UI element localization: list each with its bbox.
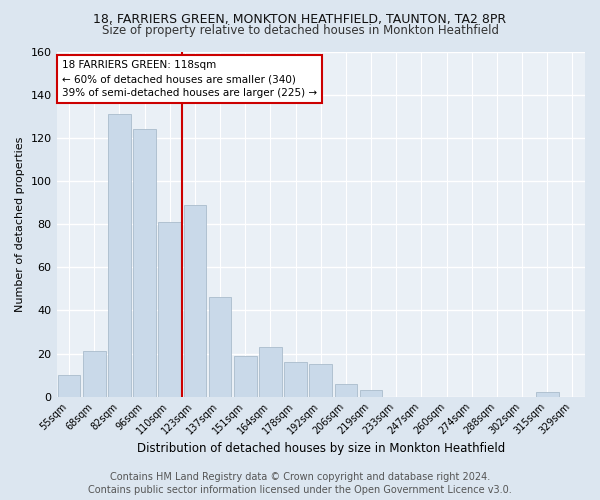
Bar [83,352,106,397]
Bar [310,364,332,396]
Bar [158,222,181,396]
Bar [284,362,307,396]
Text: Size of property relative to detached houses in Monkton Heathfield: Size of property relative to detached ho… [101,24,499,37]
Y-axis label: Number of detached properties: Number of detached properties [15,136,25,312]
Bar [108,114,131,397]
Bar [536,392,559,396]
Bar [209,298,232,396]
Bar [58,375,80,396]
X-axis label: Distribution of detached houses by size in Monkton Heathfield: Distribution of detached houses by size … [137,442,505,455]
Bar [360,390,382,396]
Bar [133,129,156,396]
Bar [184,204,206,396]
Bar [234,356,257,397]
Bar [335,384,357,396]
Text: 18, FARRIERS GREEN, MONKTON HEATHFIELD, TAUNTON, TA2 8PR: 18, FARRIERS GREEN, MONKTON HEATHFIELD, … [94,12,506,26]
Bar [259,347,282,397]
Text: 18 FARRIERS GREEN: 118sqm
← 60% of detached houses are smaller (340)
39% of semi: 18 FARRIERS GREEN: 118sqm ← 60% of detac… [62,60,317,98]
Text: Contains HM Land Registry data © Crown copyright and database right 2024.
Contai: Contains HM Land Registry data © Crown c… [88,472,512,495]
